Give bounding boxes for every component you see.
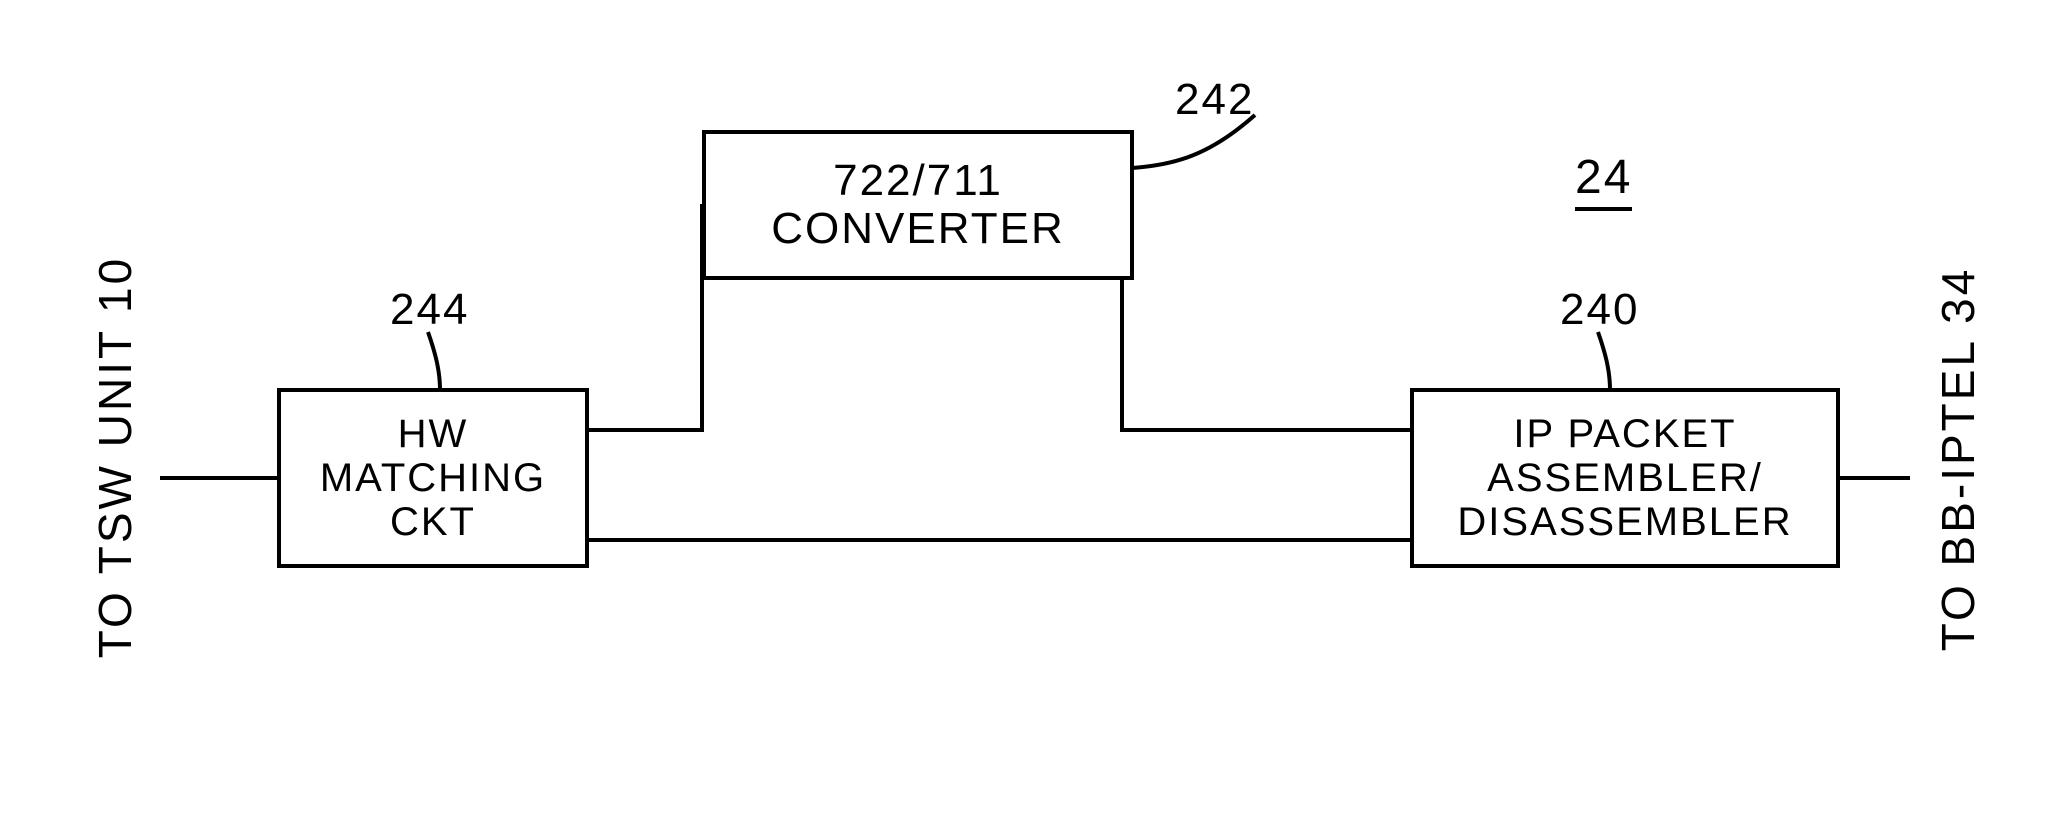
hw-line1: HW (320, 412, 546, 456)
conn-hw-ip-bottom (589, 538, 1410, 542)
hw-line3: CKT (320, 500, 546, 544)
converter-block: 722/711 CONVERTER (702, 130, 1134, 280)
hw-matching-block: HW MATCHING CKT (277, 388, 589, 568)
ip-packet-block: IP PACKET ASSEMBLER/ DISASSEMBLER (1410, 388, 1840, 568)
conn-left-in (160, 476, 277, 480)
conn-right-out (1840, 476, 1910, 480)
converter-line1: 722/711 (771, 157, 1064, 205)
ip-line3: DISASSEMBLER (1457, 500, 1792, 544)
ip-line2: ASSEMBLER/ (1457, 456, 1792, 500)
conn-conv-ip-h (1120, 428, 1410, 432)
conn-hw-conv-v (700, 204, 704, 432)
conn-hw-conv-h (589, 428, 704, 432)
conn-conv-ip-v (1120, 278, 1124, 432)
converter-line2: CONVERTER (771, 205, 1064, 253)
ip-line1: IP PACKET (1457, 412, 1792, 456)
diagram-canvas: TO TSW UNIT 10 TO BB-IPTEL 34 24 244 242… (0, 0, 2055, 825)
hw-line2: MATCHING (320, 456, 546, 500)
